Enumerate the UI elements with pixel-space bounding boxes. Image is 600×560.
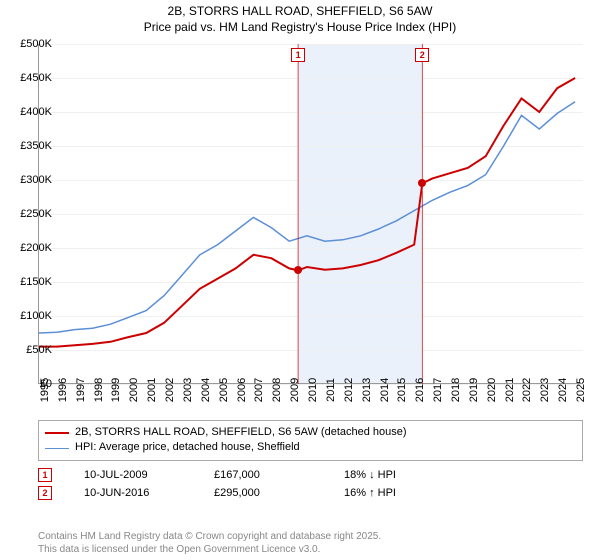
x-axis-label: 2024 <box>557 378 569 402</box>
footer-line1: Contains HM Land Registry data © Crown c… <box>38 530 381 543</box>
footer-attribution: Contains HM Land Registry data © Crown c… <box>38 530 381 556</box>
series-hpi <box>39 102 575 333</box>
x-axis-label: 2011 <box>325 378 337 402</box>
x-axis-label: 1999 <box>110 378 122 402</box>
legend-label: HPI: Average price, detached house, Shef… <box>75 440 300 455</box>
x-axis-label: 2001 <box>146 378 158 402</box>
marker-box-1: 1 <box>291 48 305 62</box>
title-line2: Price paid vs. HM Land Registry's House … <box>0 20 600 36</box>
y-axis-label: £250K <box>20 208 52 220</box>
chart-plot-area: 1995199619971998199920002001200220032004… <box>38 44 583 384</box>
x-axis-label: 2004 <box>200 378 212 402</box>
x-axis-label: 2013 <box>361 378 373 402</box>
x-axis-label: 2019 <box>468 378 480 402</box>
x-axis-label: 2007 <box>253 378 265 402</box>
transaction-delta: 16% ↑ HPI <box>344 487 474 499</box>
footer-line2: This data is licensed under the Open Gov… <box>38 543 381 556</box>
x-axis-label: 2006 <box>236 378 248 402</box>
x-axis-label: 2005 <box>218 378 230 402</box>
transaction-delta: 18% ↓ HPI <box>344 469 474 481</box>
transaction-price: £295,000 <box>214 487 344 499</box>
transaction-marker: 1 <box>38 468 52 482</box>
transaction-price: £167,000 <box>214 469 344 481</box>
legend-row: 2B, STORRS HALL ROAD, SHEFFIELD, S6 5AW … <box>45 425 576 440</box>
legend-label: 2B, STORRS HALL ROAD, SHEFFIELD, S6 5AW … <box>75 425 407 440</box>
legend-swatch <box>45 448 69 449</box>
x-axis-label: 2020 <box>486 378 498 402</box>
x-axis-label: 2021 <box>504 378 516 402</box>
y-axis-label: £400K <box>20 106 52 118</box>
x-axis-label: 2014 <box>379 378 391 402</box>
x-axis-label: 2009 <box>289 378 301 402</box>
x-axis-label: 2023 <box>539 378 551 402</box>
marker-box-2: 2 <box>415 48 429 62</box>
x-axis-label: 1998 <box>93 378 105 402</box>
x-axis-label: 1997 <box>75 378 87 402</box>
chart-lines <box>39 44 583 383</box>
price-dot-2 <box>418 179 426 187</box>
legend-swatch <box>45 432 69 434</box>
x-axis-label: 2016 <box>414 378 426 402</box>
transaction-row: 2 10-JUN-2016£295,00016% ↑ HPI <box>38 486 583 500</box>
x-axis-label: 2017 <box>432 378 444 402</box>
series-property <box>39 78 575 347</box>
transaction-date: 10-JUL-2009 <box>84 469 214 481</box>
y-axis-label: £150K <box>20 276 52 288</box>
legend-box: 2B, STORRS HALL ROAD, SHEFFIELD, S6 5AW … <box>38 420 583 461</box>
x-axis-label: 2025 <box>575 378 587 402</box>
y-axis-label: £50K <box>26 344 52 356</box>
x-axis-label: 2012 <box>343 378 355 402</box>
y-axis-label: £350K <box>20 140 52 152</box>
x-axis-label: 2008 <box>271 378 283 402</box>
y-axis-label: £200K <box>20 242 52 254</box>
y-axis-label: £500K <box>20 38 52 50</box>
x-axis-label: 2018 <box>450 378 462 402</box>
y-axis-label: £0 <box>40 378 52 390</box>
x-axis-label: 2015 <box>396 378 408 402</box>
x-axis-label: 2022 <box>521 378 533 402</box>
x-axis-label: 2010 <box>307 378 319 402</box>
transactions-table: 1 10-JUL-2009£167,00018% ↓ HPI 2 10-JUN-201… <box>38 464 583 504</box>
x-axis-label: 2002 <box>164 378 176 402</box>
chart-title: 2B, STORRS HALL ROAD, SHEFFIELD, S6 5AW … <box>0 0 600 35</box>
x-axis-label: 2003 <box>182 378 194 402</box>
y-axis-label: £300K <box>20 174 52 186</box>
y-axis-label: £100K <box>20 310 52 322</box>
title-line1: 2B, STORRS HALL ROAD, SHEFFIELD, S6 5AW <box>0 4 600 20</box>
transaction-row: 1 10-JUL-2009£167,00018% ↓ HPI <box>38 468 583 482</box>
transaction-date: 10-JUN-2016 <box>84 487 214 499</box>
price-dot-1 <box>294 266 302 274</box>
y-axis-label: £450K <box>20 72 52 84</box>
legend-row: HPI: Average price, detached house, Shef… <box>45 440 576 455</box>
x-axis-label: 1996 <box>57 378 69 402</box>
transaction-marker: 2 <box>38 486 52 500</box>
x-axis-label: 2000 <box>128 378 140 402</box>
